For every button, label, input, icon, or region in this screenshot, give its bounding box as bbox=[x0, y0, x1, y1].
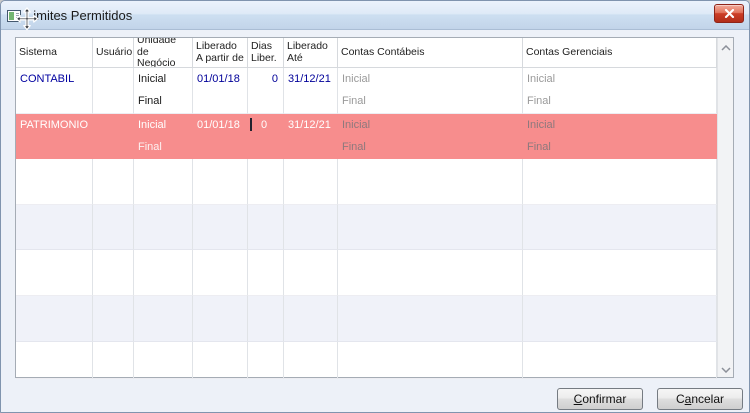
empty-cell[interactable] bbox=[523, 342, 717, 379]
cell-liberado-de[interactable]: 01/01/18 bbox=[193, 68, 248, 114]
cell-contas-gerenciais[interactable]: Inicial Final bbox=[523, 68, 717, 114]
cell-dias-editing[interactable]: 0 bbox=[248, 114, 284, 159]
empty-cell[interactable] bbox=[338, 296, 523, 342]
table-row-empty[interactable] bbox=[16, 342, 717, 379]
empty-cell[interactable] bbox=[16, 205, 93, 250]
empty-cell[interactable] bbox=[193, 250, 248, 296]
empty-cell[interactable] bbox=[193, 342, 248, 379]
text-caret bbox=[250, 118, 252, 131]
table-row-patrimonio[interactable]: PATRIMONIO Inicial Final 01/01/18 0 31 bbox=[16, 114, 717, 159]
cell-contas-contabeis[interactable]: Inicial Final bbox=[338, 68, 523, 114]
close-button[interactable] bbox=[714, 4, 744, 23]
empty-cell[interactable] bbox=[248, 296, 284, 342]
empty-cell[interactable] bbox=[284, 342, 338, 379]
vertical-scrollbar[interactable] bbox=[717, 38, 733, 377]
empty-cell[interactable] bbox=[248, 250, 284, 296]
cell-unidade[interactable]: Inicial Final bbox=[134, 68, 193, 114]
empty-cell[interactable] bbox=[193, 296, 248, 342]
empty-cell[interactable] bbox=[93, 205, 134, 250]
chevron-down-icon bbox=[721, 360, 731, 378]
col-header-sistema: Sistema bbox=[16, 38, 93, 68]
empty-cell[interactable] bbox=[134, 205, 193, 250]
empty-cell[interactable] bbox=[93, 250, 134, 296]
table-row-empty[interactable] bbox=[16, 205, 717, 250]
table-row-empty[interactable] bbox=[16, 250, 717, 296]
empty-cell[interactable] bbox=[338, 159, 523, 205]
empty-cell[interactable] bbox=[523, 159, 717, 205]
cell-unidade[interactable]: Inicial Final bbox=[134, 114, 193, 159]
empty-cell[interactable] bbox=[284, 250, 338, 296]
empty-cell[interactable] bbox=[16, 159, 93, 205]
cell-usuario[interactable] bbox=[93, 114, 134, 159]
scroll-down-button[interactable] bbox=[718, 360, 734, 377]
titlebar[interactable]: Limites Permitidos bbox=[1, 1, 749, 32]
table-header: Sistema Usuário Unidade de Negócio Liber… bbox=[16, 38, 717, 68]
empty-cell[interactable] bbox=[284, 296, 338, 342]
empty-cell[interactable] bbox=[93, 342, 134, 379]
empty-cell[interactable] bbox=[248, 205, 284, 250]
empty-cell[interactable] bbox=[248, 159, 284, 205]
col-header-liberado-de: Liberado A partir de bbox=[193, 38, 248, 68]
empty-cell[interactable] bbox=[16, 342, 93, 379]
empty-cell[interactable] bbox=[193, 159, 248, 205]
table-row-contabil[interactable]: CONTABIL Inicial Final 01/01/18 0 31/12/… bbox=[16, 68, 717, 114]
limits-table: Sistema Usuário Unidade de Negócio Liber… bbox=[15, 37, 734, 379]
col-header-dias: Dias Liber. bbox=[248, 38, 284, 68]
empty-cell[interactable] bbox=[93, 296, 134, 342]
empty-cell[interactable] bbox=[523, 250, 717, 296]
empty-cell[interactable] bbox=[523, 205, 717, 250]
table-row-empty[interactable] bbox=[16, 159, 717, 205]
cell-sistema[interactable]: PATRIMONIO bbox=[16, 114, 93, 159]
close-icon bbox=[724, 6, 735, 21]
cell-contas-contabeis[interactable]: Inicial Final bbox=[338, 114, 523, 159]
cell-liberado-ate[interactable]: 31/12/21 bbox=[284, 114, 338, 159]
empty-cell[interactable] bbox=[134, 342, 193, 379]
cell-liberado-de[interactable]: 01/01/18 bbox=[193, 114, 248, 159]
empty-cell[interactable] bbox=[134, 296, 193, 342]
cancel-button[interactable]: Cancelar bbox=[657, 388, 743, 410]
col-header-contas-contabeis: Contas Contábeis bbox=[338, 38, 523, 68]
col-header-liberado-ate: Liberado Até bbox=[284, 38, 338, 68]
empty-cell[interactable] bbox=[338, 205, 523, 250]
empty-cell[interactable] bbox=[248, 342, 284, 379]
cell-liberado-ate[interactable]: 31/12/21 bbox=[284, 68, 338, 114]
table-row-empty[interactable] bbox=[16, 296, 717, 342]
cell-sistema[interactable]: CONTABIL bbox=[16, 68, 93, 114]
empty-cell[interactable] bbox=[134, 250, 193, 296]
empty-cell[interactable] bbox=[523, 296, 717, 342]
confirm-button[interactable]: Confirmar bbox=[557, 388, 643, 410]
empty-cell[interactable] bbox=[16, 296, 93, 342]
cell-dias[interactable]: 0 bbox=[248, 68, 284, 114]
col-header-usuario: Usuário bbox=[93, 38, 134, 68]
chevron-up-icon bbox=[721, 38, 731, 56]
empty-cell[interactable] bbox=[16, 250, 93, 296]
window-title: Limites Permitidos bbox=[26, 8, 133, 23]
cell-usuario[interactable] bbox=[93, 68, 134, 114]
empty-cell[interactable] bbox=[93, 159, 134, 205]
cell-contas-gerenciais[interactable]: Inicial Final bbox=[523, 114, 717, 159]
empty-cell[interactable] bbox=[284, 205, 338, 250]
empty-cell[interactable] bbox=[284, 159, 338, 205]
empty-cell[interactable] bbox=[338, 342, 523, 379]
empty-cell[interactable] bbox=[338, 250, 523, 296]
col-header-contas-gerenciais: Contas Gerenciais bbox=[523, 38, 717, 68]
scroll-up-button[interactable] bbox=[718, 38, 734, 55]
col-header-unidade: Unidade de Negócio bbox=[134, 38, 193, 68]
empty-cell[interactable] bbox=[193, 205, 248, 250]
empty-cell[interactable] bbox=[134, 159, 193, 205]
move-cursor-icon bbox=[14, 6, 40, 32]
